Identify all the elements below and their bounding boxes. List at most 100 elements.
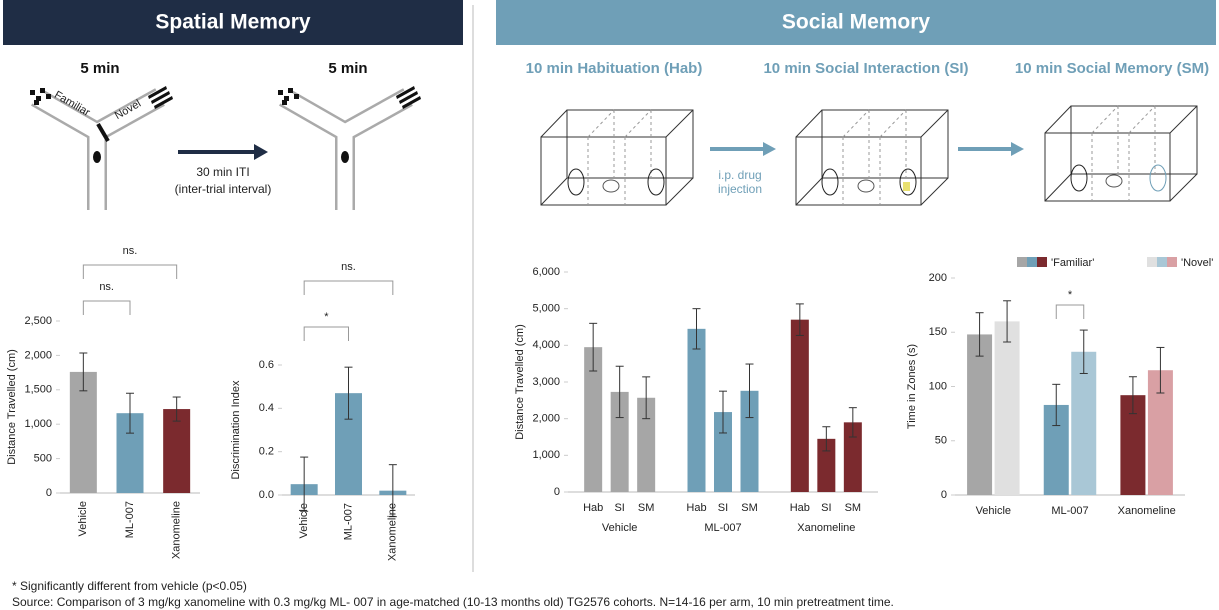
step-label: 10 min Social Interaction (SI) — [763, 60, 968, 77]
significance-bracket — [82, 300, 131, 315]
x-tick-label: Vehicle — [976, 505, 1011, 517]
y-tick-label: 1,000 — [24, 418, 52, 430]
significance-label: * — [324, 311, 329, 323]
significance-label: ns. — [341, 261, 356, 273]
arena-boxes — [540, 105, 1198, 206]
y-tick-label: 0.6 — [259, 359, 274, 371]
x-tick-label: Xanomeline — [171, 501, 183, 559]
legend-swatch — [1037, 257, 1047, 267]
y-axis-label: Distance Travelled (cm) — [6, 349, 18, 465]
legend-swatch — [1147, 257, 1157, 267]
bar — [687, 328, 706, 492]
arrow — [710, 142, 776, 156]
y-tick-label: 4,000 — [532, 339, 560, 351]
y-tick-label: 500 — [34, 453, 52, 465]
x-tick-label: Vehicle — [602, 522, 637, 534]
bar — [817, 438, 836, 492]
significance-label: ns. — [99, 281, 114, 293]
bar — [1071, 351, 1097, 495]
x-tick-label: Xanomeline — [1118, 505, 1176, 517]
social-header — [496, 0, 1216, 45]
y-axis-label: Distance Travelled (cm) — [514, 324, 526, 440]
social-title: Social Memory — [782, 11, 931, 34]
x-tick-label: ML-007 — [704, 522, 741, 534]
y-tick-label: 1,000 — [532, 449, 560, 461]
footnote: * Significantly different from vehicle (… — [12, 579, 247, 593]
legend-label: 'Novel' — [1181, 257, 1213, 269]
bar-label: Hab — [583, 502, 603, 514]
x-tick-label: ML-007 — [1051, 505, 1088, 517]
bar-label: SM — [845, 502, 862, 514]
arrow — [178, 144, 268, 160]
spatial-header — [3, 0, 463, 45]
y-tick-label: 2,000 — [532, 413, 560, 425]
y-tick-label: 150 — [929, 326, 947, 338]
y-tick-label: 3,000 — [532, 376, 560, 388]
bar — [584, 347, 603, 492]
x-tick-label: ML-007 — [124, 501, 136, 538]
bar — [714, 412, 732, 492]
bar-label: Hab — [790, 502, 810, 514]
y-tick-label: 100 — [929, 380, 947, 392]
bar — [740, 390, 759, 492]
y-maze — [31, 88, 165, 210]
bar-label: SI — [821, 502, 831, 514]
y-tick-label: 6,000 — [532, 266, 560, 278]
bar — [69, 371, 97, 493]
significance-bracket — [82, 264, 178, 279]
x-tick-label: Xanomeline — [797, 522, 855, 534]
bar — [843, 422, 862, 492]
trial-label: 5 min — [80, 60, 119, 77]
iti-note: (inter-trial interval) — [175, 182, 272, 196]
y-tick-label: 0.4 — [259, 402, 274, 414]
y-tick-label: 0.2 — [259, 446, 274, 458]
significance-label: ns. — [123, 245, 138, 257]
novel-mouse — [903, 182, 910, 191]
y-tick-label: 1,500 — [24, 384, 52, 396]
legend-swatch — [1027, 257, 1037, 267]
y-maze — [279, 88, 413, 210]
y-tick-label: 2,500 — [24, 315, 52, 327]
bar — [610, 391, 629, 492]
arm-patterns — [30, 86, 421, 163]
bar — [994, 321, 1020, 495]
significance-bracket — [303, 326, 349, 341]
x-tick-label: Xanomeline — [387, 503, 399, 561]
y-tick-label: 50 — [935, 435, 947, 447]
trial-label: 5 min — [328, 60, 367, 77]
bar — [163, 409, 191, 493]
bar-label: SM — [741, 502, 758, 514]
significance-bracket — [303, 280, 394, 295]
bar — [967, 334, 993, 495]
legend-swatch — [1167, 257, 1177, 267]
bar — [790, 319, 809, 492]
x-tick-label: Vehicle — [77, 501, 89, 536]
step-label: 10 min Social Memory (SM) — [1015, 60, 1209, 77]
y-axis-label: Time in Zones (s) — [906, 344, 918, 429]
y-tick-label: 0 — [46, 487, 52, 499]
y-axis-label: Discrimination Index — [230, 380, 242, 480]
legend-label: 'Familiar' — [1051, 257, 1094, 269]
x-tick-label: ML-007 — [342, 503, 354, 540]
step-label: 10 min Habituation (Hab) — [526, 60, 703, 77]
y-tick-label: 2,000 — [24, 349, 52, 361]
bar-label: SI — [718, 502, 728, 514]
significance-bracket — [1055, 304, 1085, 319]
arrow — [958, 142, 1024, 156]
y-tick-label: 0 — [554, 486, 560, 498]
spatial-title: Spatial Memory — [155, 11, 311, 34]
injection-label: injection — [718, 182, 762, 196]
legend-swatch — [1157, 257, 1167, 267]
footnote: Source: Comparison of 3 mg/kg xanomeline… — [12, 595, 894, 609]
bar-label: SI — [614, 502, 624, 514]
x-tick-label: Vehicle — [298, 503, 310, 538]
y-tick-label: 0.0 — [259, 489, 274, 501]
y-tick-label: 5,000 — [532, 303, 560, 315]
legend-swatch — [1017, 257, 1027, 267]
significance-label: * — [1068, 289, 1073, 301]
iti-label: 30 min ITI — [196, 165, 249, 179]
y-tick-label: 200 — [929, 272, 947, 284]
bar-label: SM — [638, 502, 655, 514]
y-tick-label: 0 — [941, 489, 947, 501]
